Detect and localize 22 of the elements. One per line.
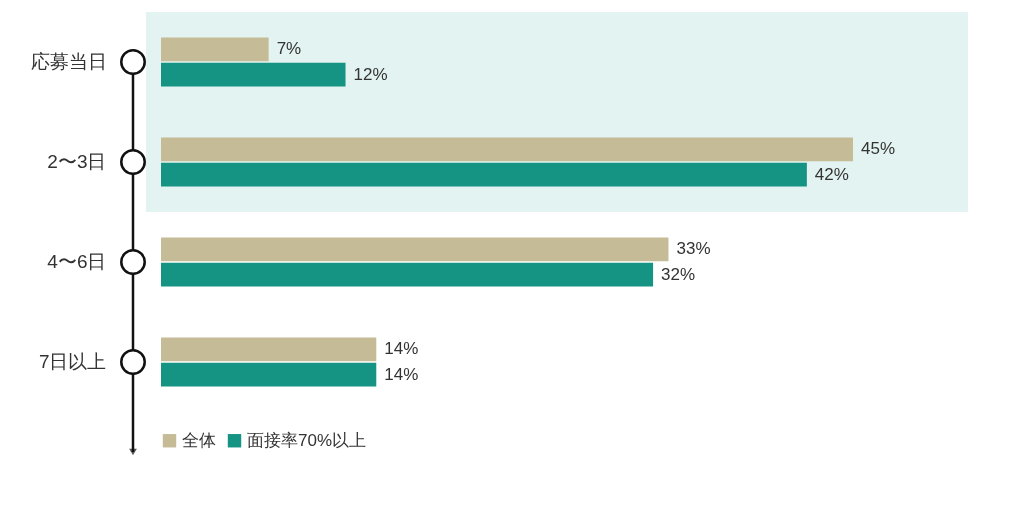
- data-label: 33%: [676, 239, 711, 259]
- data-label: 7%: [276, 39, 302, 59]
- y-tick-label: 4〜6日: [47, 251, 107, 272]
- data-label: 45%: [861, 139, 896, 159]
- bar: [161, 237, 669, 262]
- y-tick-label: 2〜3日: [47, 151, 107, 172]
- bar: [161, 37, 269, 62]
- legend-label: 全体: [182, 430, 216, 450]
- data-label: 42%: [814, 164, 849, 184]
- bar: [161, 262, 654, 287]
- bar: [161, 137, 853, 162]
- bar: [161, 337, 377, 362]
- bar: [161, 62, 346, 87]
- bar: [161, 162, 807, 187]
- data-label: 12%: [353, 64, 388, 84]
- y-tick-label: 7日以上: [38, 351, 107, 372]
- bar: [161, 362, 377, 387]
- data-label: 14%: [384, 339, 419, 359]
- legend-label: 面接率70%以上: [247, 430, 367, 450]
- data-label: 32%: [661, 264, 696, 284]
- data-label: 14%: [384, 364, 419, 384]
- y-tick-label: 応募当日: [30, 51, 107, 72]
